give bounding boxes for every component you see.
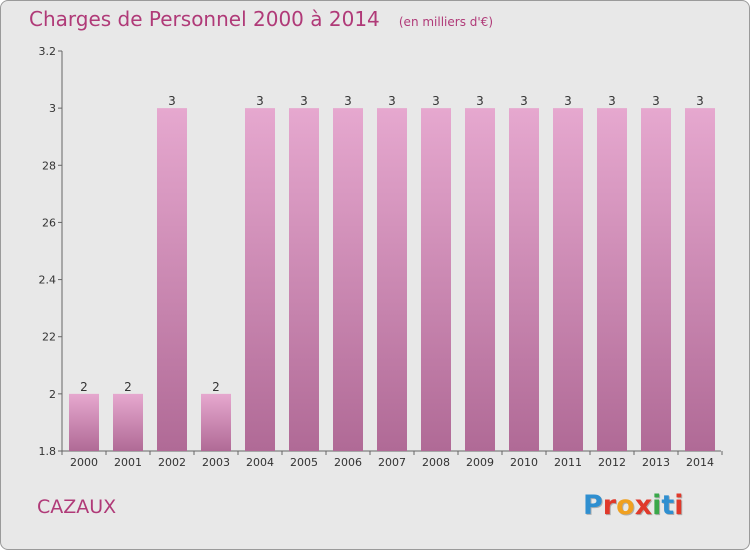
x-tick-label: 2010: [510, 456, 538, 469]
y-tick-label: 2.4: [39, 274, 57, 287]
bar-2006: [333, 108, 363, 452]
y-tick-label: 3.2: [39, 45, 57, 58]
x-tick-label: 2000: [70, 456, 98, 469]
bar-2007: [377, 108, 407, 452]
bar-2008: [421, 108, 451, 452]
y-tick-label: 1.8: [39, 445, 57, 458]
logo-letter: o: [616, 490, 635, 521]
y-tick-label: 2: [49, 388, 56, 401]
y-tick-label: 26: [42, 216, 56, 229]
logo-letter: i: [674, 490, 684, 521]
x-tick-label: 2005: [290, 456, 318, 469]
x-tick-label: 2003: [202, 456, 230, 469]
x-tick-label: 2006: [334, 456, 362, 469]
data-label: 3: [564, 94, 572, 108]
logo-letter: t: [661, 490, 675, 521]
data-label: 3: [344, 94, 352, 108]
x-axis: 2000 2001 2002 2003 2004 2005 2006 2007 2008 2009…: [61, 450, 723, 469]
data-labels: 2 2 3 2 3 3 3 3 3 3 3 3 3 3 3: [80, 94, 704, 394]
data-label: 2: [80, 380, 88, 394]
x-tick-label: 2011: [554, 456, 582, 469]
data-label: 3: [696, 94, 704, 108]
title-row: Charges de Personnel 2000 à 2014 (en mil…: [29, 7, 493, 31]
x-tick-label: 2012: [598, 456, 626, 469]
location-name: CAZAUX: [37, 496, 117, 518]
x-tick-label: 2008: [422, 456, 450, 469]
data-label: 3: [608, 94, 616, 108]
data-label: 3: [388, 94, 396, 108]
bar-2009: [465, 108, 495, 452]
x-tick-label: 2014: [686, 456, 714, 469]
bar-2010: [509, 108, 539, 452]
x-tick-label: 2001: [114, 456, 142, 469]
logo-letter: i: [652, 490, 662, 521]
y-tick-label: 3: [49, 102, 56, 115]
data-label: 3: [432, 94, 440, 108]
bar-2004: [245, 108, 275, 452]
bar-2014: [685, 108, 715, 452]
bar-2012: [597, 108, 627, 452]
data-label: 2: [124, 380, 132, 394]
bar-2003: [201, 393, 231, 451]
logo-letter: r: [602, 490, 617, 521]
x-tick-label: 2007: [378, 456, 406, 469]
bar-2013: [641, 108, 671, 452]
chart-subtitle: (en milliers d'€): [398, 15, 493, 29]
bars: [69, 108, 715, 452]
bar-2001: [113, 393, 143, 451]
bar-2000: [69, 393, 99, 451]
data-label: 3: [652, 94, 660, 108]
chart-title: Charges de Personnel 2000 à 2014: [29, 7, 380, 31]
bar-2011: [553, 108, 583, 452]
data-label: 3: [168, 94, 176, 108]
y-tick-label: 22: [42, 331, 56, 344]
logo-letter: x: [634, 490, 653, 521]
x-tick-label: 2009: [466, 456, 494, 469]
y-tick-label: 28: [42, 159, 56, 172]
logo-letter: P: [583, 490, 603, 521]
bar-2002: [157, 108, 187, 452]
data-label: 2: [212, 380, 220, 394]
bar-2005: [289, 108, 319, 452]
x-tick-label: 2013: [642, 456, 670, 469]
data-label: 3: [520, 94, 528, 108]
proxiti-logo[interactable]: Proxiti: [583, 490, 684, 521]
data-label: 3: [256, 94, 264, 108]
data-label: 3: [300, 94, 308, 108]
x-tick-label: 2004: [246, 456, 274, 469]
data-label: 3: [476, 94, 484, 108]
x-tick-label: 2002: [158, 456, 186, 469]
